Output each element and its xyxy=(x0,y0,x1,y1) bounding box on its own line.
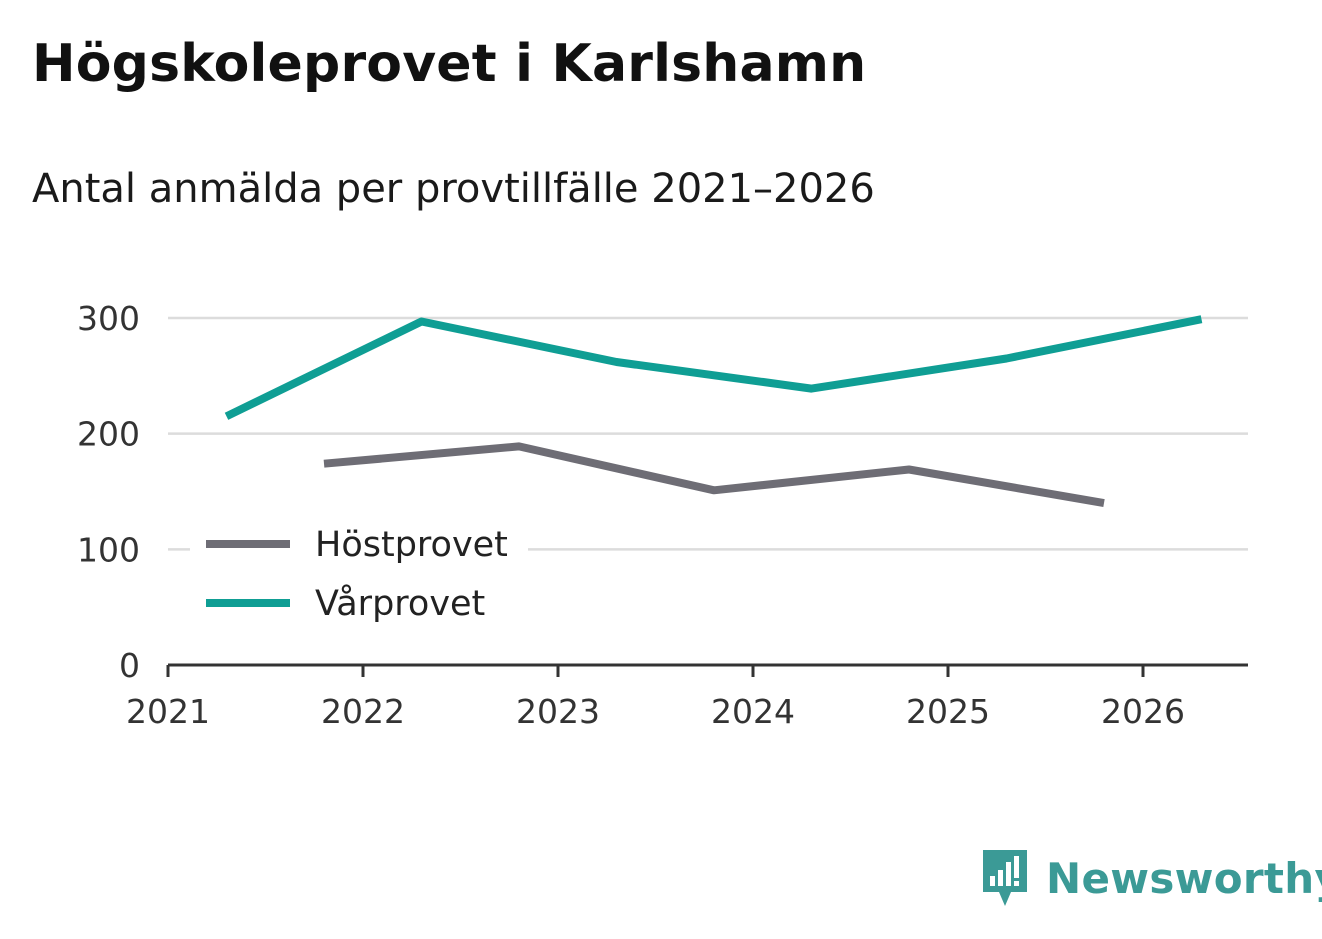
newsworthy-logo: Newsworthy xyxy=(980,848,1322,908)
series-layer xyxy=(224,315,1203,508)
series-line-varprovet xyxy=(224,315,1203,420)
x-tick-label: 2023 xyxy=(516,692,600,731)
x-tick-label: 2026 xyxy=(1101,692,1185,731)
axis-layer: 0 100 200 300 2021 2022 2023 2024 2025 2026 xyxy=(77,299,1248,731)
legend-label: Vårprovet xyxy=(315,583,485,624)
x-tick-label: 2021 xyxy=(126,692,210,731)
chart-title: Högskoleprovet i Karlshamn xyxy=(32,34,867,94)
legend-label: Höstprovet xyxy=(315,525,508,565)
y-tick-label: 0 xyxy=(119,646,140,685)
legend: Höstprovet Vårprovet xyxy=(190,510,528,638)
series-line-hostprovet xyxy=(323,442,1105,508)
legend-background xyxy=(190,510,528,638)
y-tick-label: 300 xyxy=(77,299,140,338)
brand-name: Newsworthy xyxy=(1046,853,1322,903)
chart-subtitle: Antal anmälda per provtillfälle 2021–202… xyxy=(32,166,875,212)
y-tick-label: 200 xyxy=(77,415,140,454)
x-tick-label: 2022 xyxy=(321,692,405,731)
x-tick-label: 2025 xyxy=(906,692,990,731)
y-tick-label: 100 xyxy=(77,530,140,569)
x-tick-label: 2024 xyxy=(711,692,795,731)
newsworthy-logo-icon xyxy=(983,850,1027,906)
